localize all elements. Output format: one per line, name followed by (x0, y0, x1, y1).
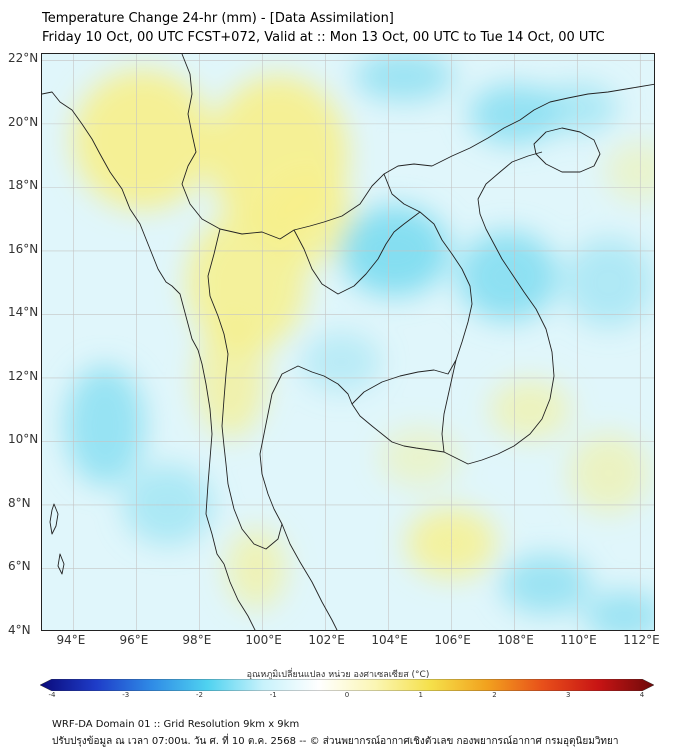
lon-label: 104°E (371, 633, 408, 647)
lon-label: 108°E (497, 633, 534, 647)
colorbar-tick: 3 (566, 691, 571, 699)
lon-label: 106°E (434, 633, 471, 647)
border-thailand-myanmar (207, 228, 229, 485)
lat-label: 16°N (8, 241, 39, 256)
colorbar-tick: 2 (492, 691, 497, 699)
warm-anomaly (490, 379, 571, 440)
coastline-malay-peninsula (223, 563, 256, 630)
colorbar-tick: -2 (196, 691, 203, 699)
warm-anomaly (379, 427, 460, 488)
temperature-change-map (42, 54, 654, 630)
cool-anomaly (584, 591, 654, 630)
temperature-field (64, 54, 654, 630)
colorbar (40, 679, 654, 691)
colorbar-tick: -3 (122, 691, 130, 699)
colorbar-bar (40, 679, 654, 691)
lon-label: 94°E (56, 633, 86, 647)
lon-label: 112°E (623, 633, 660, 647)
coastline-malay-peninsula-east (281, 523, 338, 630)
border-laos-vietnam (383, 173, 473, 453)
colorbar-title: อุณหภูมิเปลี่ยนแปลง หน่วย องศาเซลเซียส (… (246, 670, 430, 680)
lat-label: 10°N (8, 432, 39, 447)
colorbar-tick: -4 (48, 691, 56, 699)
lat-label: 22°N (8, 51, 39, 66)
lon-label: 100°E (245, 633, 282, 647)
colorbar-tick: 1 (418, 691, 423, 699)
border-thailand-cambodia (351, 359, 457, 405)
cool-anomaly (64, 365, 145, 486)
warm-anomaly (568, 433, 649, 514)
colorbar-tick: 4 (639, 691, 645, 699)
footer-credit: ปรับปรุงข้อมูล ณ เวลา 07:00น. วัน ศ. ที่… (52, 736, 619, 747)
graticule (42, 54, 654, 630)
lat-label: 8°N (8, 495, 31, 510)
warm-anomaly (605, 141, 654, 202)
colorbar-tick: 0 (344, 691, 350, 699)
lon-label: 98°E (182, 633, 212, 647)
island-andaman (49, 503, 59, 535)
cool-anomaly (354, 54, 455, 102)
coastline-myanmar-west (42, 91, 225, 565)
lat-label: 20°N (8, 114, 39, 129)
lat-label: 6°N (8, 559, 31, 574)
warm-anomaly (264, 174, 355, 265)
lat-label: 12°N (8, 368, 39, 383)
cool-anomaly (563, 237, 654, 328)
cool-anomaly (458, 231, 559, 322)
footer-model-info: WRF-DA Domain 01 :: Grid Resolution 9km … (52, 719, 300, 730)
lat-label: 4°N (8, 623, 31, 637)
lon-label: 102°E (308, 633, 345, 647)
border-myanmar-north (181, 54, 433, 240)
warm-anomaly (72, 69, 213, 210)
colorbar-tick: -1 (269, 691, 277, 699)
chart-subtitle: Friday 10 Oct, 00 UTC FCST+072, Valid at… (42, 30, 605, 45)
coastline-gulf-of-thailand (227, 365, 445, 550)
lon-label: 110°E (560, 633, 597, 647)
coastlines-and-borders (42, 54, 654, 630)
lat-label: 14°N (8, 305, 39, 320)
cool-anomaly (500, 554, 591, 615)
coastline-china-south (431, 83, 654, 167)
chart-title: Temperature Change 24-hr (mm) - [Data As… (42, 11, 394, 26)
lat-label: 18°N (8, 178, 39, 193)
cool-anomaly (301, 332, 382, 393)
border-thailand-laos (293, 211, 421, 295)
coastline-vietnam-south (443, 151, 555, 465)
lon-label: 96°E (119, 633, 149, 647)
coastline-hainan (533, 127, 601, 173)
map-panel (41, 53, 655, 631)
island-andaman-south (57, 553, 65, 575)
